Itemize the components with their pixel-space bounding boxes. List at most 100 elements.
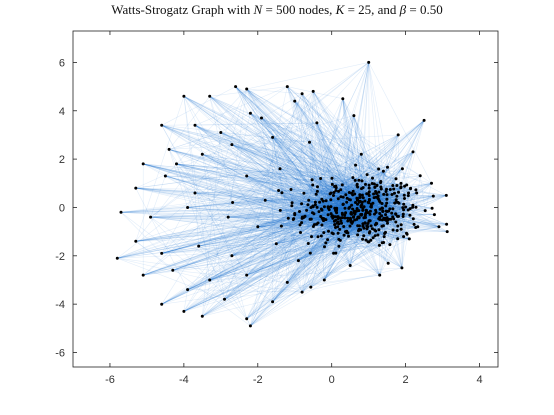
graph-edge xyxy=(279,168,407,186)
graph-edge xyxy=(344,62,369,209)
graph-edge xyxy=(135,187,322,226)
graph-edge xyxy=(321,224,329,232)
graph-edge xyxy=(333,202,347,254)
graph-node xyxy=(391,215,395,219)
graph-edge xyxy=(299,170,384,226)
graph-edge xyxy=(187,195,334,290)
graph-edge xyxy=(246,88,360,203)
graph-node xyxy=(208,94,212,98)
graph-node xyxy=(324,199,328,203)
graph-edge xyxy=(281,192,439,228)
graph-edge xyxy=(276,199,397,244)
graph-edge xyxy=(287,86,343,99)
graph-edge xyxy=(187,142,310,290)
graph-edge xyxy=(317,186,405,237)
graph-edge xyxy=(369,220,398,240)
graph-edge xyxy=(330,191,399,194)
graph-edge xyxy=(357,209,409,236)
graph-node xyxy=(349,218,353,222)
graph-edge xyxy=(316,122,363,215)
graph-node xyxy=(379,185,383,189)
graph-edge xyxy=(231,144,372,205)
graph-edge xyxy=(246,167,388,177)
graph-edge xyxy=(313,213,388,218)
graph-node xyxy=(319,215,323,218)
graph-node xyxy=(326,205,330,209)
graph-edge xyxy=(183,96,360,227)
graph-node xyxy=(351,189,355,193)
graph-edge xyxy=(388,210,404,237)
graph-node xyxy=(386,221,389,225)
graph-edge xyxy=(321,208,325,281)
graph-edge xyxy=(361,154,397,203)
graph-edge xyxy=(165,175,362,189)
graph-edge xyxy=(235,86,447,196)
graph-edge xyxy=(352,197,377,210)
graph-edge xyxy=(320,207,329,217)
graph-edge xyxy=(265,199,339,217)
graph-edge xyxy=(250,223,364,327)
graph-edge xyxy=(386,151,414,218)
graph-edge xyxy=(325,208,353,220)
graph-edge xyxy=(246,175,335,222)
graph-edge xyxy=(332,193,377,219)
graph-edge xyxy=(311,91,314,180)
graph-node xyxy=(344,193,348,197)
graph-edge xyxy=(324,228,368,281)
graph-node xyxy=(403,184,407,188)
graph-edge xyxy=(232,202,340,247)
graph-edge xyxy=(232,201,361,203)
graph-edge xyxy=(337,115,355,217)
graph-edge xyxy=(280,193,331,211)
graph-edge xyxy=(224,218,339,300)
graph-edge xyxy=(228,216,404,218)
graph-edge xyxy=(209,96,394,209)
graph-edge xyxy=(319,202,363,211)
graph-node xyxy=(377,190,381,194)
graph-edge xyxy=(165,175,346,219)
graph-edge xyxy=(331,216,361,231)
graph-edge xyxy=(351,193,371,207)
graph-edge xyxy=(231,93,303,256)
graph-edge xyxy=(342,151,414,215)
graph-edge xyxy=(383,171,399,203)
graph-node xyxy=(200,314,204,318)
graph-edge xyxy=(331,214,435,217)
graph-edge xyxy=(356,185,361,230)
graph-edge xyxy=(194,192,378,236)
graph-edge xyxy=(120,195,334,213)
graph-edge xyxy=(165,175,336,228)
graph-edge xyxy=(335,202,356,211)
graph-edge xyxy=(202,219,355,317)
graph-edge xyxy=(261,117,318,208)
graph-edge xyxy=(356,198,380,276)
graph-node xyxy=(350,203,354,207)
graph-edge xyxy=(316,194,337,212)
graph-edge xyxy=(276,207,335,244)
graph-edge xyxy=(342,98,355,221)
graph-node xyxy=(234,85,238,89)
graph-node xyxy=(245,317,249,321)
graph-edge xyxy=(246,219,381,276)
graph-edge xyxy=(304,200,309,217)
graph-node xyxy=(373,228,377,232)
graph-node xyxy=(341,195,345,199)
graph-edge xyxy=(368,62,390,220)
graph-edge xyxy=(161,125,402,187)
graph-edge xyxy=(287,217,366,283)
graph-edge xyxy=(187,289,303,293)
graph-edge xyxy=(161,125,367,211)
graph-edge xyxy=(232,202,368,227)
graph-edge xyxy=(150,212,377,218)
graph-edge xyxy=(276,236,312,244)
graph-edge xyxy=(183,96,411,216)
graph-edge xyxy=(301,93,358,205)
graph-edge xyxy=(364,223,448,232)
graph-edge xyxy=(312,205,365,208)
graph-edge xyxy=(338,218,374,239)
graph-edge xyxy=(309,142,329,215)
graph-edge xyxy=(161,213,314,254)
graph-edge xyxy=(342,98,358,205)
graph-node xyxy=(308,140,311,144)
graph-edge xyxy=(352,194,433,209)
